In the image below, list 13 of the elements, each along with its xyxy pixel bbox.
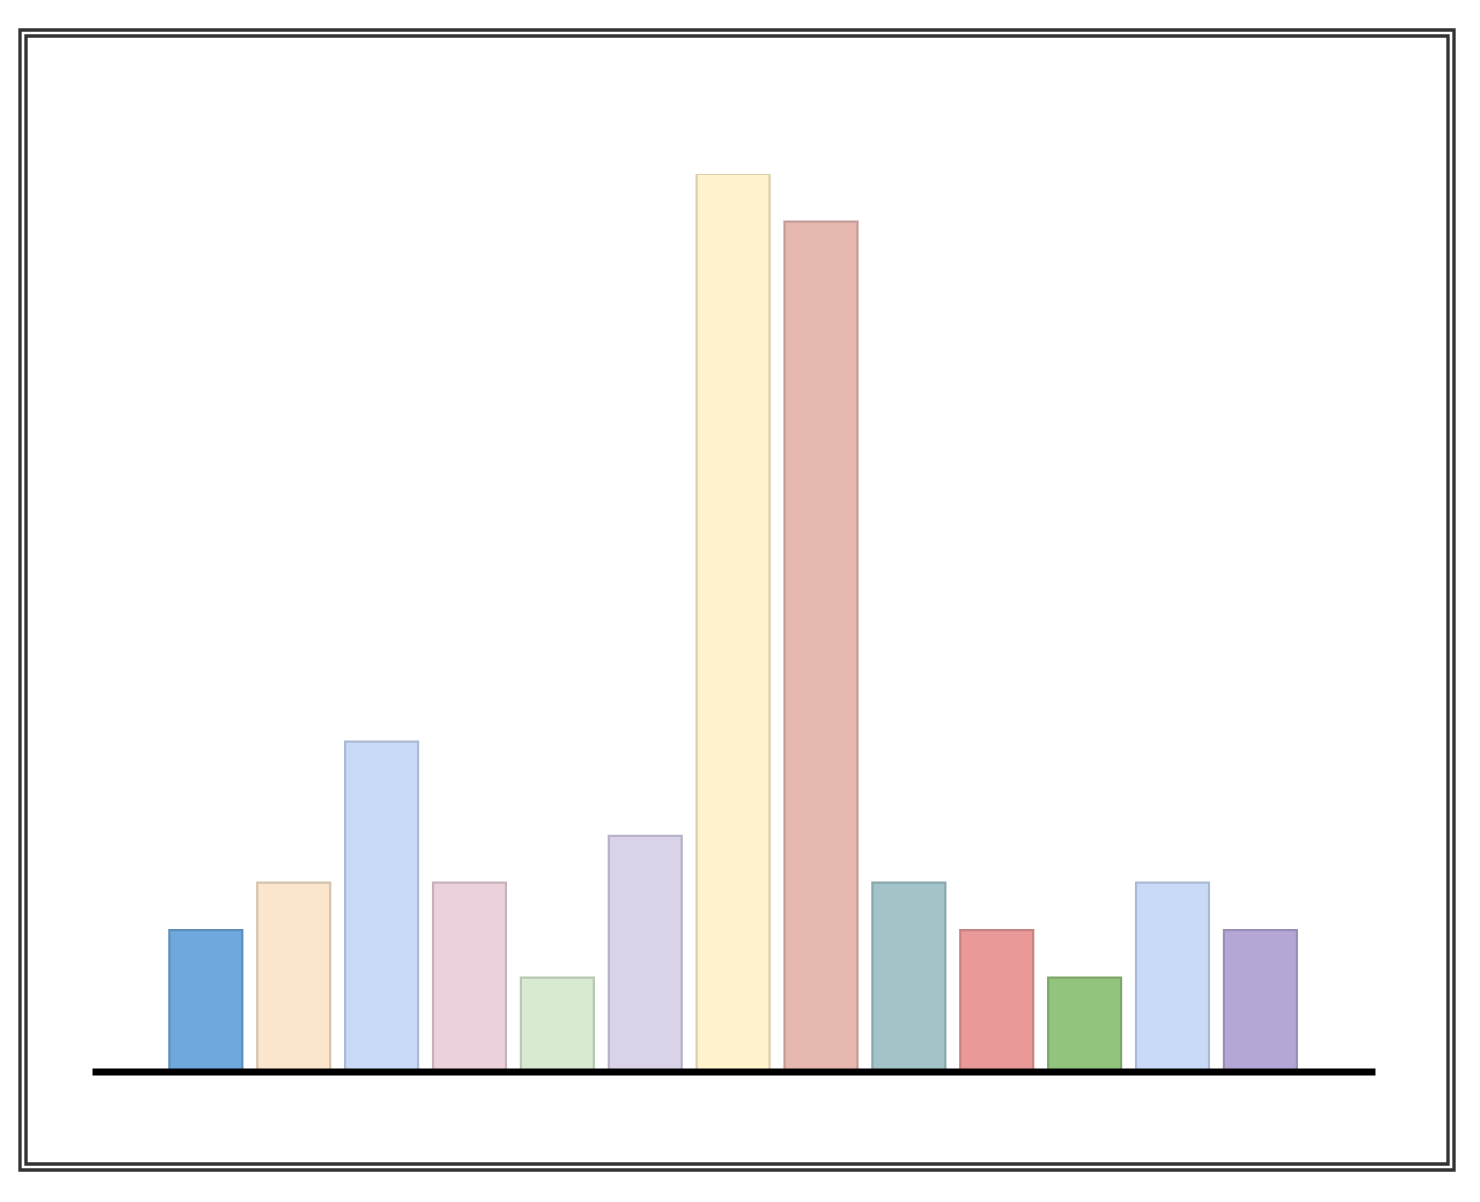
- bar: [256, 881, 332, 1072]
- bar: [871, 881, 947, 1072]
- bar: [783, 220, 859, 1072]
- bar: [344, 740, 420, 1072]
- bar: [1047, 976, 1123, 1072]
- bar: [519, 976, 595, 1072]
- bar: [1222, 929, 1298, 1072]
- bar: [695, 174, 771, 1072]
- bar: [959, 929, 1035, 1072]
- bar: [431, 881, 508, 1072]
- bar: [168, 929, 244, 1072]
- bar: [607, 834, 683, 1072]
- bar: [1134, 881, 1211, 1072]
